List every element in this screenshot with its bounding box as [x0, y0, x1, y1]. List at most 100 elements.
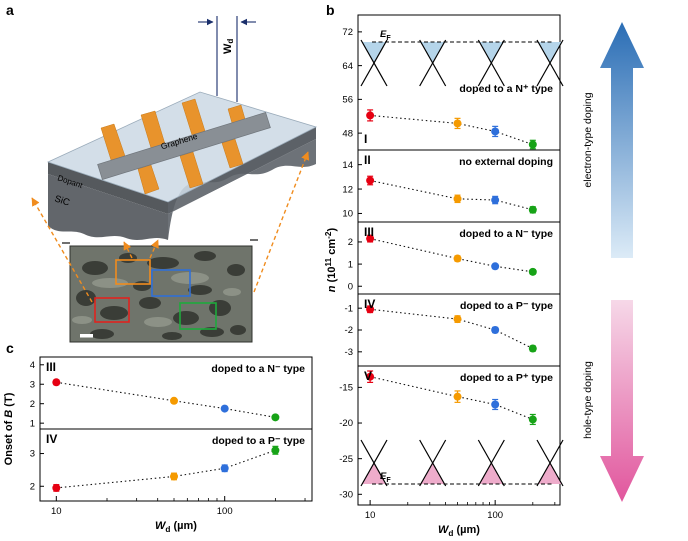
scale-bar [80, 334, 93, 338]
data-point [453, 315, 462, 324]
subpanel-numeral: V [364, 369, 372, 383]
data-point [366, 111, 375, 120]
panel-a-label: a [6, 2, 14, 18]
data-point [366, 234, 375, 243]
y-tick-label: 2 [30, 399, 35, 410]
y-tick-label: 48 [342, 128, 353, 139]
corner-marks [62, 239, 258, 244]
sic-layer-right-face [168, 139, 316, 240]
electrode-fingers [100, 98, 246, 195]
y-tick-label: -1 [345, 303, 353, 314]
subpanel-numeral: IV [364, 297, 375, 311]
subpanel-numeral: IV [46, 432, 57, 446]
x-tick-label: 10 [365, 510, 376, 521]
optical-micrograph [62, 239, 258, 343]
hole-doping-label: hole-type doping [582, 361, 594, 439]
y-tick-label: 72 [342, 27, 353, 38]
fermi-level-label: EF [380, 29, 391, 42]
connector-arrows [31, 151, 310, 303]
x-tick-label: 100 [487, 510, 503, 521]
panel-b-chart: electron-type doping hole-type doping EF… [324, 14, 644, 538]
data-point [52, 378, 61, 387]
roi-box-blue [151, 269, 191, 297]
electron-doping-label: electron-type doping [582, 92, 594, 187]
sic-layer-left-face [48, 174, 168, 240]
data-point [271, 446, 280, 455]
roi-box-green [179, 302, 217, 330]
data-point [366, 305, 375, 314]
y-tick-label: 0 [348, 281, 353, 292]
data-point [220, 464, 229, 473]
doping-annotation: doped to a P⁺ type [460, 372, 553, 384]
roi-box-red [94, 297, 130, 323]
x-tick-label: 100 [217, 506, 233, 517]
data-point [366, 176, 375, 185]
data-point [453, 119, 462, 128]
doping-annotation: doped to a N⁻ type [211, 363, 305, 375]
doping-annotation: doped to a N⁺ type [459, 83, 553, 95]
data-point [528, 344, 537, 353]
x-axis-label: Wd (µm) [438, 524, 480, 538]
dirac-cone-fill [538, 42, 562, 63]
data-point [528, 415, 537, 424]
data-point [491, 196, 500, 205]
y-tick-label: -3 [345, 347, 353, 358]
doping-annotation: doped to a N⁻ type [459, 228, 553, 240]
data-point [366, 372, 375, 381]
data-point [491, 127, 500, 136]
wd-dimension-lines [198, 16, 256, 102]
data-point [491, 262, 500, 271]
doping-annotation: doped to a P⁻ type [212, 435, 305, 447]
subpanel-numeral: I [364, 132, 367, 146]
y-axis-label: Onset of B (T) [3, 392, 15, 465]
data-point [170, 396, 179, 405]
y-tick-label: -30 [339, 490, 353, 501]
panel-c-label: c [6, 340, 14, 356]
y-tick-label: 1 [30, 418, 35, 429]
y-tick-label: 12 [342, 184, 353, 195]
y-tick-label: 64 [342, 61, 353, 72]
x-axis-label: Wd (µm) [155, 520, 197, 534]
device-schematic: Graphene Dopant SiC [46, 91, 318, 240]
doping-annotation: doped to a P⁻ type [460, 300, 553, 312]
subpanel-numeral: II [364, 153, 371, 167]
y-tick-label: 4 [30, 360, 35, 371]
y-tick-label: 56 [342, 95, 353, 106]
y-tick-label: -2 [345, 325, 353, 336]
data-point [52, 483, 61, 492]
y-tick-label: 10 [342, 209, 353, 220]
dopant-layer-left-face [48, 162, 168, 214]
graphene-channel [97, 111, 271, 181]
dirac-cone-fill [362, 42, 386, 63]
y-tick-label: 14 [342, 160, 353, 171]
y-tick-label: 2 [30, 481, 35, 492]
dirac-cone-fill [538, 463, 562, 484]
y-tick-label: -15 [339, 383, 353, 394]
data-point [528, 205, 537, 214]
dirac-cone-fill [479, 463, 504, 484]
panel-b-label: b [326, 2, 335, 18]
data-point [220, 404, 229, 413]
panel-c-chart: 1 2 3 4 III doped to a N⁻ type 2 3 IV doped to a … [3, 356, 313, 534]
fermi-level-label: EF [380, 471, 391, 484]
y-tick-label: -20 [339, 418, 353, 429]
y-tick-label: 3 [30, 449, 35, 460]
x-tick-label: 10 [51, 506, 62, 517]
electron-doping-arrow [600, 22, 644, 258]
panel-a-schematic: Wd Graphene Dopant SiC [31, 16, 318, 343]
data-point [528, 267, 537, 276]
data-point [491, 326, 500, 334]
data-point [453, 194, 462, 203]
y-tick-label: 2 [348, 237, 353, 248]
data-point [528, 140, 537, 149]
sic-label: SiC [53, 193, 71, 208]
hole-doping-arrow [600, 300, 644, 502]
y-tick-label: 1 [348, 259, 353, 270]
doping-annotation: no external doping [459, 156, 553, 168]
data-point [453, 392, 462, 401]
y-tick-label: 3 [30, 379, 35, 390]
data-point [170, 472, 179, 481]
dirac-cone-fill [420, 463, 445, 484]
dirac-cone-fill [479, 42, 504, 63]
